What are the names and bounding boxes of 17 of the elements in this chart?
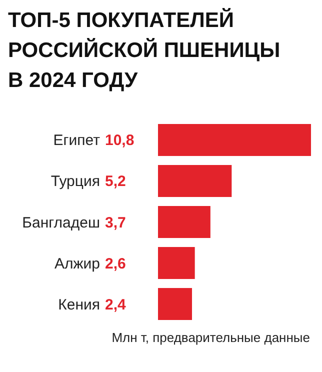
data-label: 2,4: [105, 296, 127, 314]
y-tick-label: Турция: [50, 173, 100, 190]
data-label: 5,2: [105, 173, 126, 190]
bar: [158, 288, 192, 320]
y-tick-label: Египет: [53, 132, 100, 150]
y-tick-label: Бангладеш: [22, 214, 100, 232]
bar: [158, 206, 210, 238]
bar: [158, 124, 311, 156]
y-tick-label: Кения: [58, 296, 100, 314]
y-tick-label: Алжир: [54, 255, 100, 272]
text: Млн т, предварительные данные: [112, 330, 310, 345]
data-label: 2,6: [105, 255, 126, 272]
bar: [158, 165, 232, 197]
data-label: 3,7: [105, 214, 126, 232]
chart-title: ТОП-5 ПОКУПАТЕЛЕЙ РОССИЙСКОЙ ПШЕНИЦЫ В 2024 ГОДУ: [8, 7, 280, 92]
bar: [158, 247, 195, 279]
data-label: 10,8: [105, 132, 134, 150]
